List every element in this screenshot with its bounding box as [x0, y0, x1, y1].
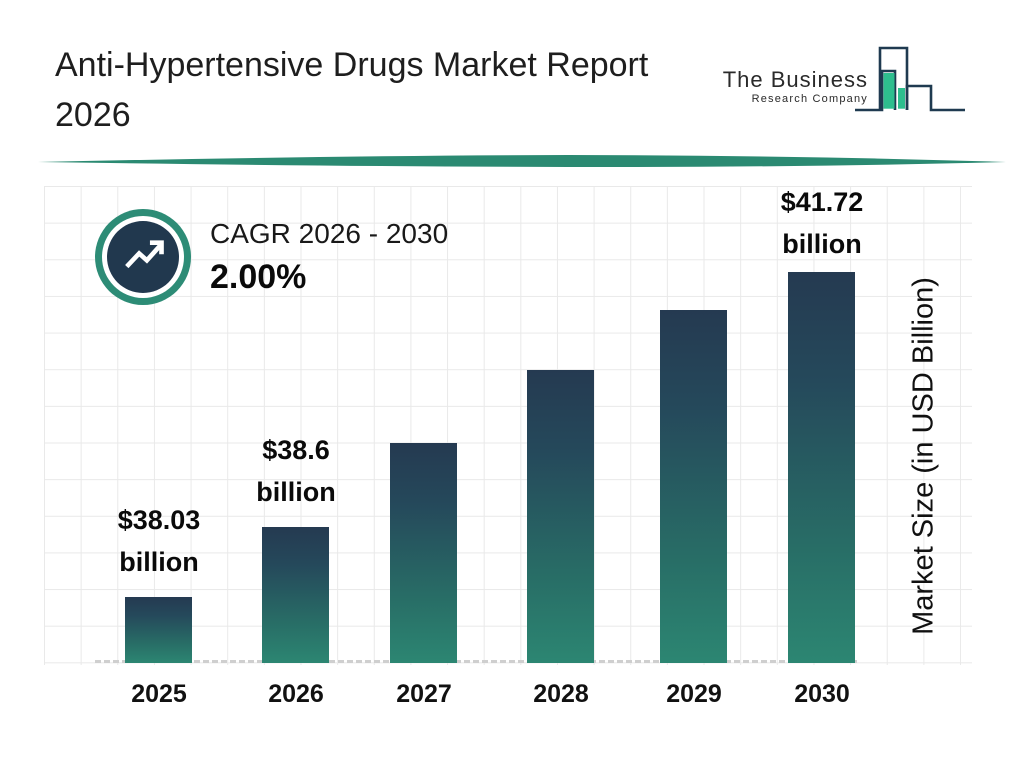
growth-badge-ring	[102, 216, 184, 298]
bar-2028	[527, 370, 594, 663]
trending-up-icon	[116, 228, 170, 287]
growth-badge-disc	[107, 221, 179, 293]
y-axis-label: Market Size (in USD Billion)	[907, 277, 940, 635]
cagr-block: CAGR 2026 - 2030 2.00%	[210, 218, 448, 297]
cagr-label: CAGR 2026 - 2030	[210, 218, 449, 249]
x-axis-tick-2025: 2025	[131, 680, 187, 708]
title-line-2: 2026	[55, 96, 131, 134]
bar-value-label: $38.03 billion	[99, 499, 219, 583]
bar-2029	[660, 310, 727, 663]
cagr-value: 2.00%	[210, 258, 307, 296]
bar-2026	[262, 527, 329, 663]
company-logo: The Business Research Company	[723, 42, 966, 119]
bar-value-unit: billion	[119, 547, 199, 577]
company-subtitle: Research Company	[751, 93, 868, 105]
x-axis-tick-2028: 2028	[533, 680, 589, 708]
section-divider	[38, 154, 1006, 170]
x-axis-tick-2026: 2026	[268, 680, 324, 708]
title-line-1: Anti-Hypertensive Drugs Market Report	[55, 46, 649, 84]
company-name: The Business	[722, 67, 868, 92]
x-axis-tick-2029: 2029	[666, 680, 722, 708]
bar-value-amount: $38.6	[262, 435, 330, 465]
bar-value-unit: billion	[782, 229, 862, 259]
page-title: Anti-Hypertensive Drugs Market Report 20…	[55, 40, 745, 140]
bar-2030	[788, 272, 855, 663]
bar-2027	[390, 443, 457, 663]
growth-badge	[95, 209, 191, 305]
bar-value-label: $41.72 billion	[762, 181, 882, 265]
bar-value-unit: billion	[256, 477, 336, 507]
bar-chart-logo-icon	[854, 42, 966, 119]
x-axis-tick-2030: 2030	[794, 680, 850, 708]
bar-2025	[125, 597, 192, 663]
bar-value-label: $38.6 billion	[236, 429, 356, 513]
x-axis-tick-2027: 2027	[396, 680, 452, 708]
bar-value-amount: $38.03	[117, 505, 201, 535]
bar-value-amount: $41.72	[780, 187, 864, 217]
x-axis-baseline	[95, 660, 857, 663]
company-logo-text: The Business Research Company	[723, 68, 868, 119]
